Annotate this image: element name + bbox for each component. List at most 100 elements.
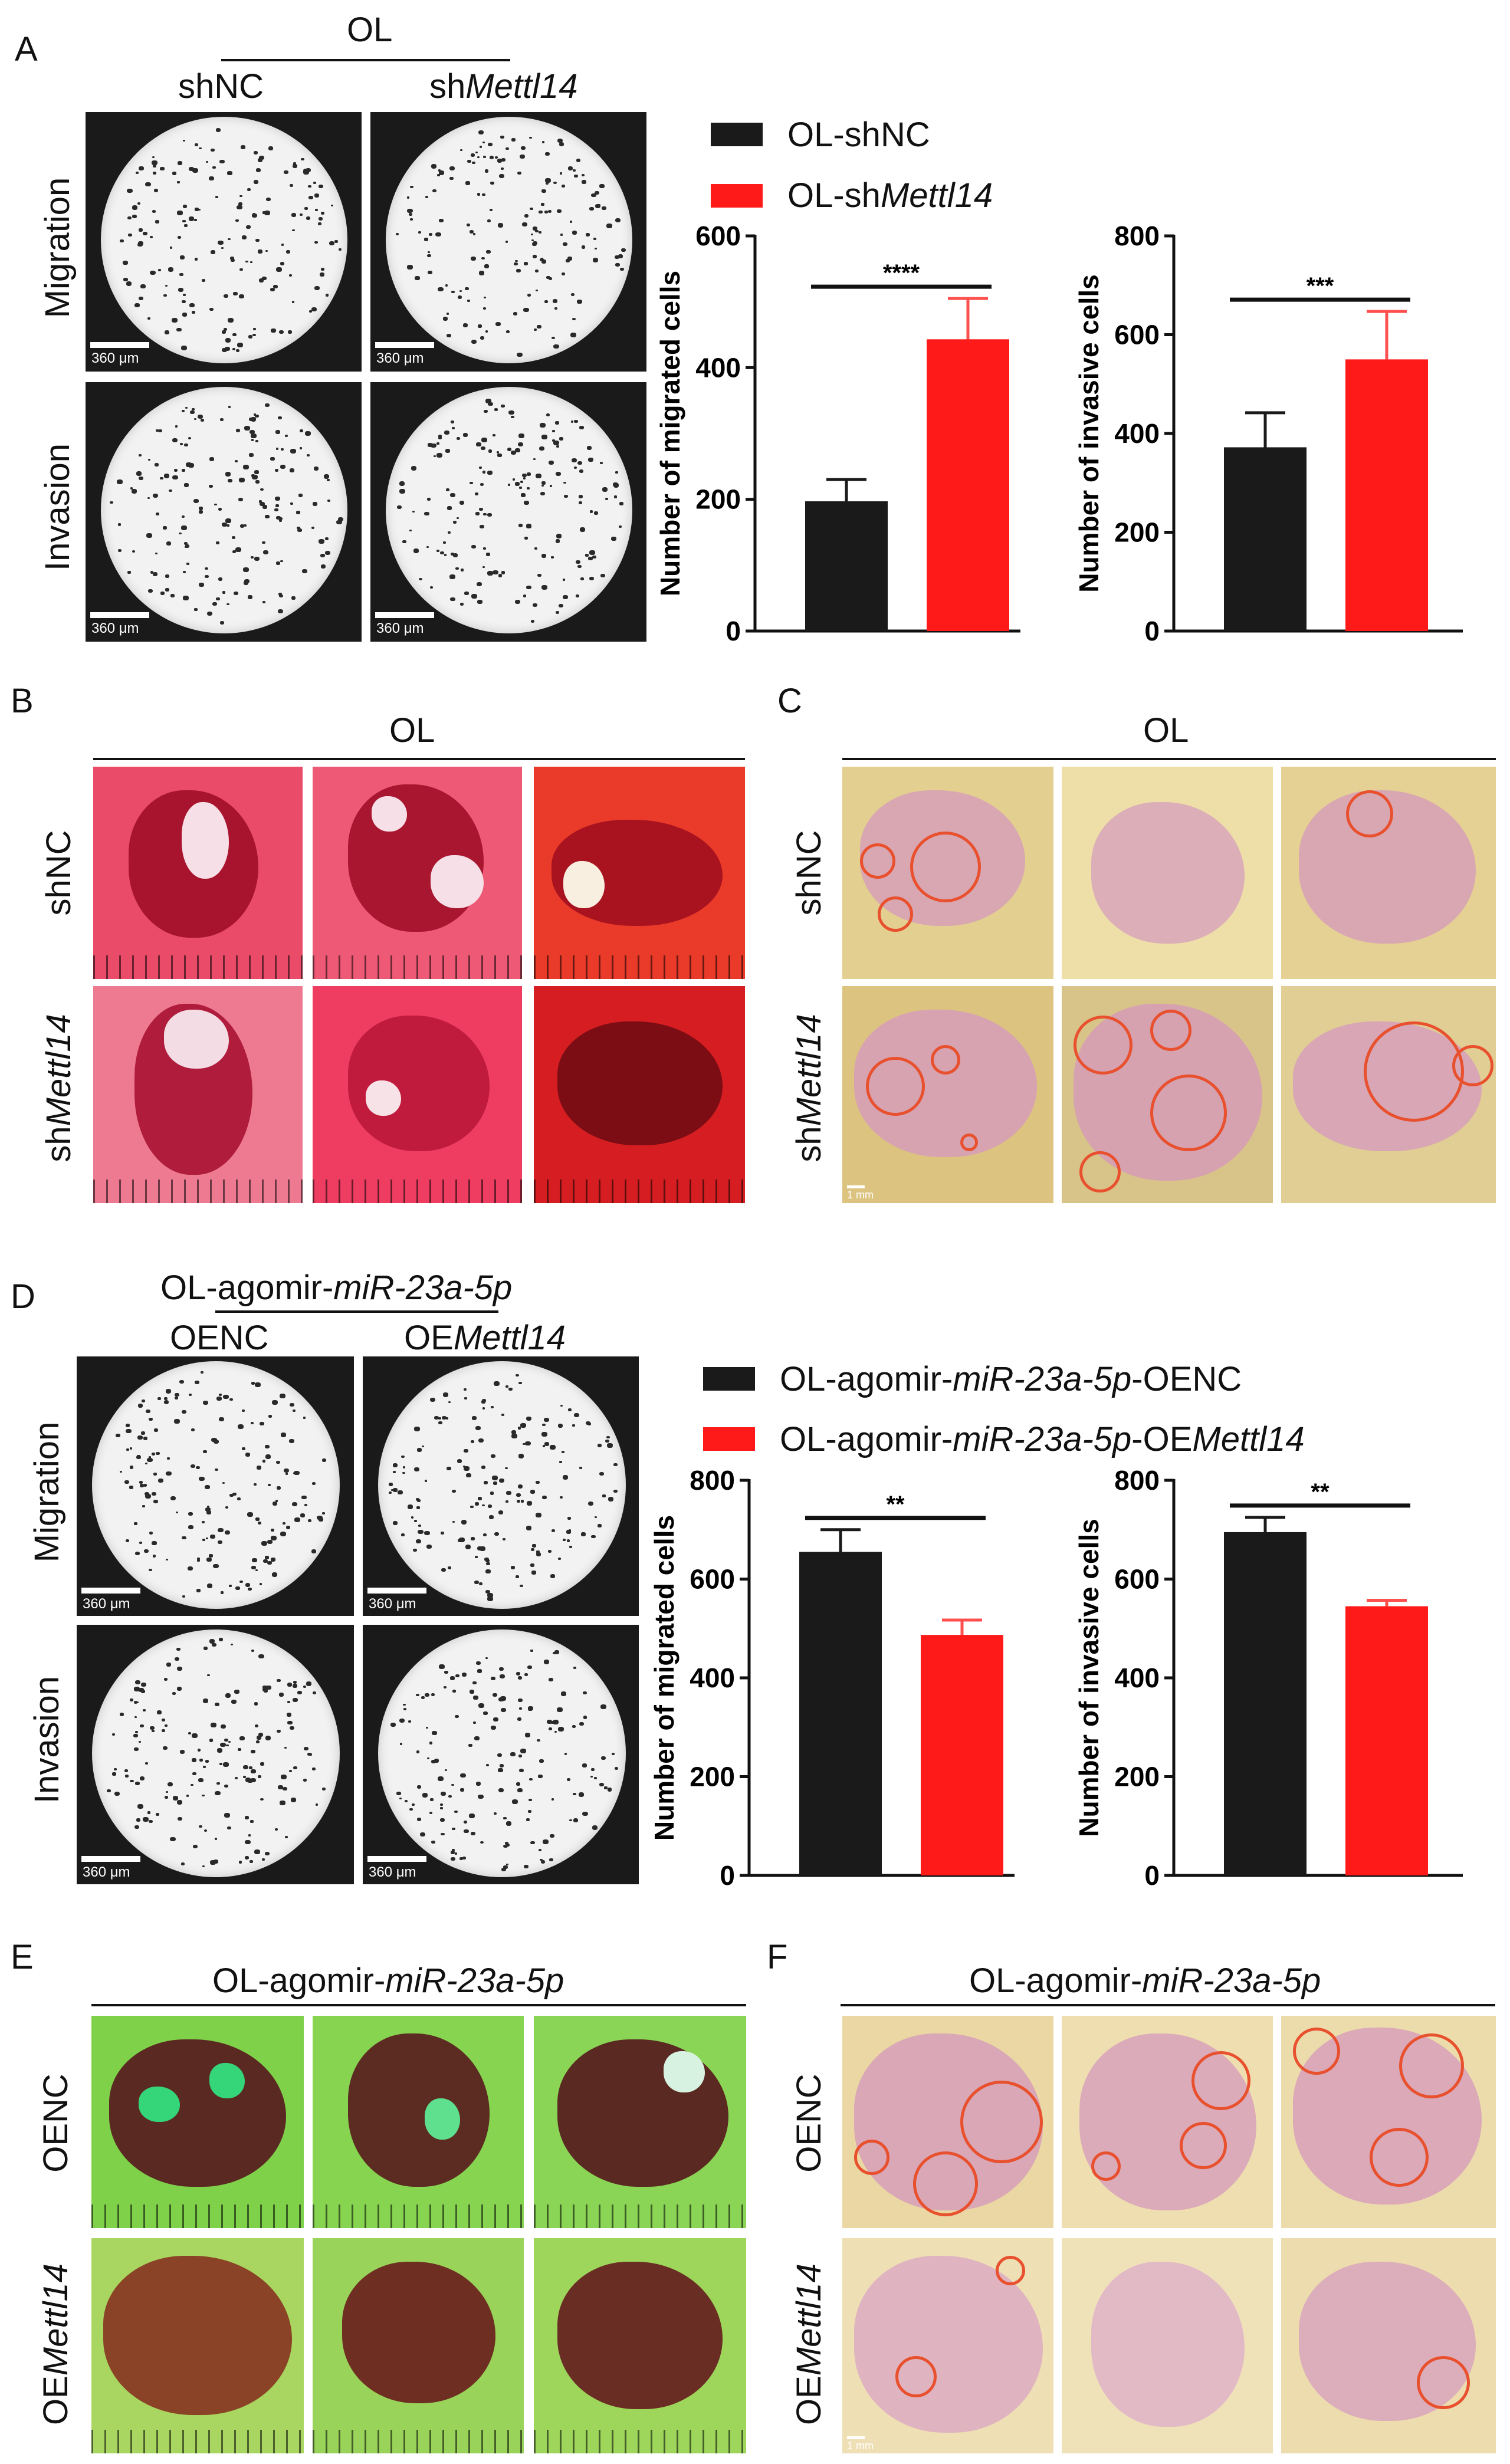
- cell-dot: [430, 1798, 434, 1801]
- cell-dot: [541, 484, 544, 487]
- cell-dot: [542, 1423, 546, 1427]
- cell-dot: [542, 1495, 547, 1500]
- cell-dot: [536, 474, 541, 479]
- cell-dot: [414, 1520, 418, 1523]
- legend-swatch-black: [703, 1367, 755, 1391]
- cell-dot: [203, 1829, 208, 1832]
- cell-dot: [434, 455, 436, 458]
- cell-dot: [410, 218, 413, 221]
- cell-dot: [450, 493, 456, 498]
- cell-dot: [462, 1857, 467, 1860]
- cell-dot: [621, 248, 626, 252]
- y-tick-label: 200: [1114, 517, 1160, 548]
- column-label-oenc: OENC: [170, 1319, 269, 1357]
- cell-dot: [188, 216, 195, 221]
- cell-dot: [487, 1596, 493, 1601]
- significance-stars: **: [886, 1491, 905, 1517]
- cell-dot: [257, 158, 263, 162]
- cell-dot: [517, 1788, 523, 1792]
- cell-dot: [255, 238, 260, 242]
- cell-dot: [275, 448, 279, 450]
- cell-dot: [494, 1532, 499, 1536]
- lung-photo-b-shmettl14-2: [313, 986, 522, 1203]
- cell-dot: [153, 172, 157, 175]
- he-section-c-shnc-1: [842, 767, 1053, 979]
- cell-dot: [439, 1664, 445, 1670]
- cell-dot: [592, 1825, 598, 1831]
- transwell-membrane: [101, 117, 347, 363]
- cell-dot: [471, 256, 477, 261]
- cell-dot: [146, 1409, 151, 1413]
- cell-dot: [508, 410, 515, 415]
- cell-dot: [461, 1519, 467, 1525]
- cell-dot: [553, 344, 559, 349]
- cell-dot: [178, 161, 183, 166]
- cell-dot: [416, 1539, 422, 1543]
- cell-dot: [199, 1759, 203, 1762]
- cell-dot: [178, 1816, 183, 1821]
- cell-dot: [142, 1505, 145, 1507]
- transwell-image-a-inv-shmettl14: 360 μm: [370, 382, 646, 642]
- cell-dot: [572, 317, 576, 321]
- cell-dot: [312, 1691, 317, 1694]
- ruler: [534, 2205, 746, 2228]
- cell-dot: [155, 552, 158, 555]
- cell-dot: [505, 1843, 510, 1847]
- cell-dot: [303, 1417, 306, 1419]
- cell-dot: [155, 220, 160, 224]
- cell-dot: [499, 1478, 505, 1483]
- metastasis-circle: [996, 2256, 1025, 2285]
- cell-dot: [459, 149, 462, 151]
- cell-dot: [223, 328, 228, 331]
- cell-dot: [429, 1812, 433, 1815]
- cell-dot: [478, 324, 482, 328]
- cell-dot: [574, 175, 578, 178]
- cell-dot: [499, 1674, 505, 1678]
- cell-dot: [599, 1471, 604, 1476]
- cell-dot: [133, 1747, 139, 1752]
- cell-dot: [517, 1484, 523, 1489]
- cell-dot: [536, 1480, 540, 1484]
- cell-dot: [510, 451, 516, 455]
- cell-dot: [225, 1693, 231, 1698]
- cell-dot: [139, 477, 144, 481]
- cell-dot: [201, 419, 205, 422]
- cell-dot: [427, 443, 432, 447]
- transwell-membrane: [386, 387, 632, 633]
- cell-dot: [519, 486, 523, 489]
- y-tick-label: 0: [720, 1860, 735, 1891]
- cell-dot: [293, 1471, 297, 1475]
- cell-dot: [250, 261, 253, 263]
- cell-dot: [582, 1811, 588, 1816]
- y-tick-label: 200: [690, 1762, 735, 1792]
- cell-dot: [235, 460, 238, 463]
- cell-dot: [184, 542, 188, 545]
- cell-dot: [306, 1681, 312, 1686]
- cell-dot: [137, 242, 143, 247]
- cell-dot: [543, 1445, 546, 1447]
- cell-dot: [262, 505, 267, 509]
- cell-dot: [279, 519, 283, 523]
- cell-dot: [470, 1690, 475, 1694]
- cell-dot: [116, 479, 123, 485]
- cell-dot: [152, 160, 157, 165]
- cell-dot: [566, 1778, 571, 1782]
- cell-dot: [544, 211, 548, 213]
- cell-dot: [538, 1775, 543, 1779]
- cell-dot: [560, 1691, 566, 1696]
- cell-dot: [205, 1760, 209, 1763]
- cell-dot: [416, 1818, 422, 1822]
- cell-dot: [173, 1796, 179, 1801]
- cell-dot: [440, 1818, 445, 1822]
- cell-dot: [445, 1417, 448, 1420]
- cell-dot: [589, 207, 595, 211]
- cell-dot: [501, 157, 506, 162]
- cell-dot: [501, 571, 505, 574]
- cell-dot: [182, 313, 188, 317]
- cell-dot: [568, 1408, 572, 1412]
- cell-dot: [284, 170, 289, 175]
- cell-dot: [292, 229, 295, 232]
- cell-dot: [556, 534, 562, 538]
- row-label-f-oemettl14: OEMettl14: [790, 2263, 828, 2425]
- cell-dot: [245, 1778, 251, 1782]
